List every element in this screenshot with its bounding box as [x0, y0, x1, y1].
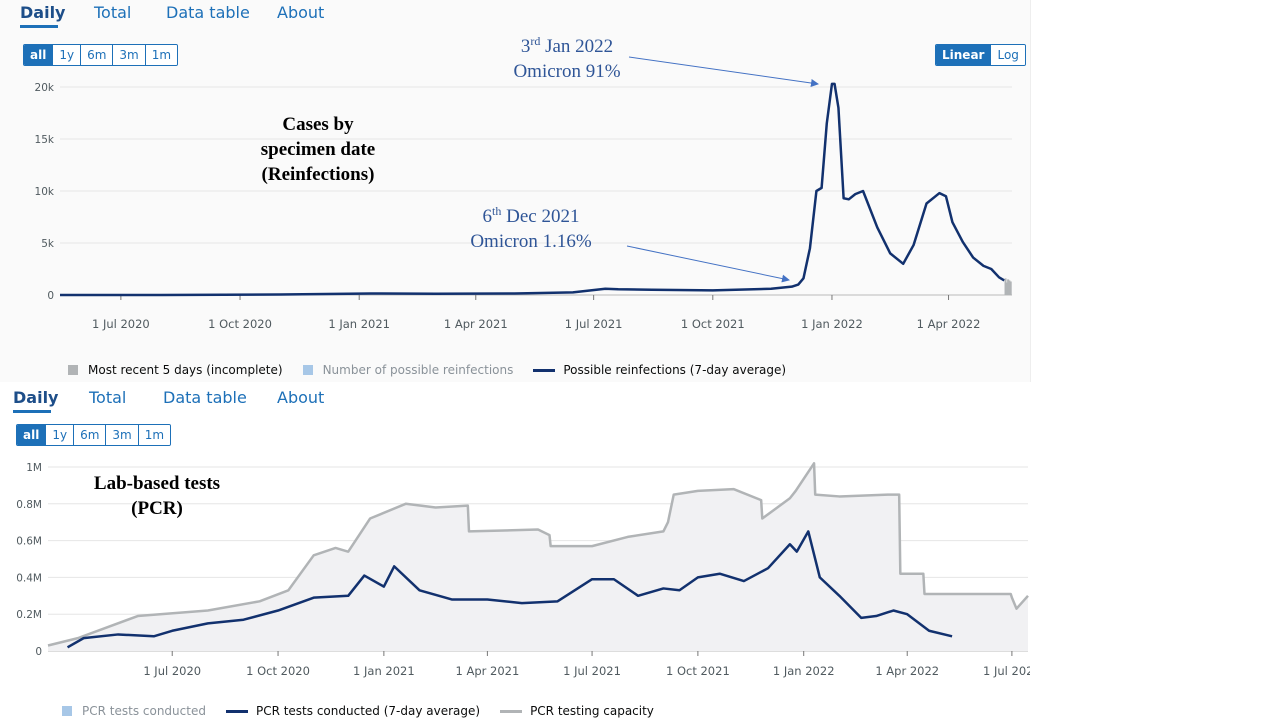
tab-total[interactable]: Total	[94, 3, 132, 22]
chart-legend: Most recent 5 days (incomplete) Number o…	[68, 363, 806, 377]
x-tick-label: 1 Jul 2020	[92, 317, 150, 331]
y-tick-label: 0.8M	[16, 499, 42, 511]
legend-label: Number of possible reinfections	[322, 363, 514, 377]
incomplete-bar	[1008, 280, 1011, 295]
annotation-bottom-arrow	[626, 245, 790, 283]
series-line-7-day-average	[60, 82, 1005, 297]
x-tick-label: 1 Apr 2022	[875, 664, 939, 678]
y-tick-label: 10k	[35, 186, 55, 198]
range-1m-button[interactable]: 1m	[137, 425, 171, 445]
x-tick-label: 1 Apr 2021	[455, 664, 519, 678]
x-tick-label: 1 Apr 2021	[444, 317, 508, 331]
legend-item-7-day-average[interactable]: Possible reinfections (7-day average)	[533, 363, 786, 377]
time-range-selector: all 1y 6m 3m 1m	[16, 424, 172, 446]
tab-data-table[interactable]: Data table	[166, 3, 250, 22]
range-1y-button[interactable]: 1y	[52, 45, 81, 65]
chart-tabs: Daily Total Data table About	[0, 383, 1030, 415]
range-3m-button[interactable]: 3m	[105, 425, 138, 445]
legend-item-reinfections-count[interactable]: Number of possible reinfections	[302, 363, 514, 377]
legend-item-tests-conducted[interactable]: PCR tests conducted	[62, 704, 206, 718]
active-tab-indicator	[20, 25, 58, 28]
legend-swatch	[500, 709, 523, 713]
y-tick-label: 0.2M	[16, 609, 42, 621]
chart-title-line-3: (Reinfections)	[262, 164, 375, 185]
tab-daily[interactable]: Daily	[20, 3, 66, 22]
range-6m-button[interactable]: 6m	[80, 45, 113, 65]
annotation-bottom-date: 6th Dec 2021	[483, 204, 580, 227]
legend-swatch	[302, 365, 313, 375]
x-tick-label: 1 Jan 2022	[773, 664, 835, 678]
chart-title-line-1: Cases by	[282, 114, 354, 135]
tab-about[interactable]: About	[277, 3, 325, 22]
range-all-button[interactable]: all	[17, 425, 46, 445]
y-tick-label: 0.6M	[16, 536, 42, 548]
reinfections-chart-panel: Daily Total Data table About all 1y 6m 3…	[0, 0, 1031, 382]
y-tick-label: 0	[35, 646, 42, 658]
x-tick-label: 1 Apr 2022	[917, 317, 981, 331]
legend-swatch	[533, 368, 556, 372]
x-tick-label: 1 Jul 2020	[143, 664, 201, 678]
chart-title-line-1: Lab-based tests	[94, 473, 220, 494]
incomplete-bar	[1009, 281, 1012, 295]
legend-swatch	[68, 365, 78, 375]
pcr-tests-chart-panel: Daily Total Data table About all 1y 6m 3…	[0, 383, 1030, 720]
x-tick-label: 1 Oct 2021	[666, 664, 730, 678]
chart-title-line-2: specimen date	[261, 139, 376, 160]
y-tick-label: 0	[47, 290, 54, 302]
x-tick-label: 1 Jan 2021	[353, 664, 415, 678]
incomplete-bar	[1004, 278, 1007, 295]
scale-log-button[interactable]: Log	[990, 45, 1025, 65]
x-tick-label: 1 Jul 2021	[563, 664, 621, 678]
active-tab-indicator	[13, 410, 51, 413]
legend-item-7-day-average[interactable]: PCR tests conducted (7-day average)	[225, 704, 481, 718]
x-tick-label: 1 Jan 2022	[801, 317, 863, 331]
chart-title-line-2: (PCR)	[131, 498, 183, 519]
x-tick-label: 1 Jan 2021	[328, 317, 390, 331]
time-range-selector: all 1y 6m 3m 1m	[23, 44, 179, 66]
chart-legend: PCR tests conducted PCR tests conducted …	[62, 704, 674, 718]
y-tick-label: 20k	[35, 82, 55, 94]
scale-selector: Linear Log	[935, 44, 1026, 66]
y-tick-label: 1M	[26, 462, 42, 474]
legend-swatch	[225, 709, 248, 713]
y-tick-label: 0.4M	[16, 572, 42, 584]
y-tick-label: 15k	[35, 134, 55, 146]
tab-data-table[interactable]: Data table	[163, 388, 247, 407]
series-line-testing-capacity	[47, 462, 1029, 647]
x-tick-label: 1 Jul 2021	[565, 317, 623, 331]
legend-label: Most recent 5 days (incomplete)	[88, 363, 283, 377]
y-tick-label: 5k	[41, 238, 55, 250]
tab-total[interactable]: Total	[89, 388, 127, 407]
range-1m-button[interactable]: 1m	[144, 45, 178, 65]
range-all-button[interactable]: all	[24, 45, 53, 65]
legend-label: PCR testing capacity	[530, 704, 654, 718]
annotation-bottom-label: Omicron 1.16%	[470, 231, 592, 252]
x-tick-label: 1 Oct 2020	[246, 664, 310, 678]
range-3m-button[interactable]: 3m	[112, 45, 145, 65]
incomplete-bar	[1007, 279, 1010, 295]
legend-label: Possible reinfections (7-day average)	[563, 363, 787, 377]
annotation-top-label: Omicron 91%	[513, 61, 620, 82]
series-line-7-day-average	[66, 530, 953, 649]
reinfections-chart: 0 5k 10k 15k 20k 1 Jul 2020 1 Oct 2020 1 Jan 20…	[35, 34, 1012, 331]
incomplete-bar	[1005, 282, 1008, 295]
legend-label: PCR tests conducted (7-day average)	[255, 704, 481, 718]
x-tick-label: 1 Jul 2022	[983, 664, 1030, 678]
legend-swatch	[62, 706, 72, 716]
annotation-top-date: 3rd Jan 2022	[521, 34, 613, 57]
x-tick-label: 1 Oct 2020	[208, 317, 272, 331]
legend-item-capacity[interactable]: PCR testing capacity	[500, 704, 654, 718]
scale-linear-button[interactable]: Linear	[936, 45, 991, 65]
tab-about[interactable]: About	[277, 388, 325, 407]
range-1y-button[interactable]: 1y	[45, 425, 74, 445]
legend-item-incomplete[interactable]: Most recent 5 days (incomplete)	[68, 363, 283, 377]
range-6m-button[interactable]: 6m	[73, 425, 106, 445]
pcr-tests-chart: 0 0.2M 0.4M 0.6M 0.8M 1M 1 Jul 2020 1 Oct 2020 1…	[16, 462, 1030, 678]
legend-label: PCR tests conducted	[82, 704, 206, 718]
x-tick-label: 1 Oct 2021	[681, 317, 745, 331]
tab-daily[interactable]: Daily	[13, 388, 59, 407]
chart-tabs: Daily Total Data table About	[0, 0, 1030, 32]
annotation-top-arrow	[628, 56, 819, 87]
